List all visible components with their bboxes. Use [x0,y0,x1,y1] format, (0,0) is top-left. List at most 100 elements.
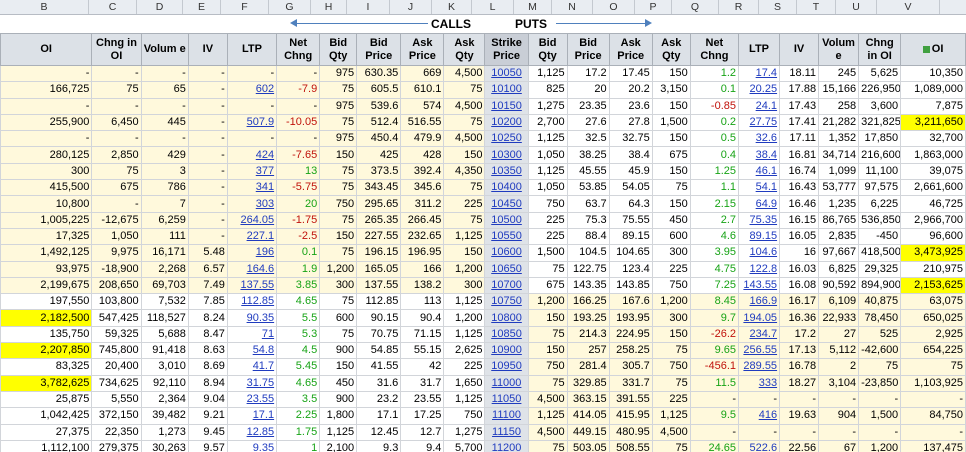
call-cell[interactable]: 70.75 [356,325,402,344]
call-cell[interactable]: - [276,64,321,83]
call-cell[interactable]: 7.85 [187,293,228,311]
call-cell[interactable]: -7.9 [276,81,321,99]
put-cell[interactable]: 480.95 [608,423,653,441]
put-cell[interactable]: 600 [651,227,691,246]
header-cell[interactable]: Chng in OI [858,33,902,66]
put-cell[interactable]: 21,282 [818,113,860,132]
call-cell[interactable]: 5.3 [276,325,321,344]
call-cell[interactable]: 75 [319,113,358,132]
put-cell[interactable]: 96,600 [900,227,966,246]
put-cell[interactable]: 17.43 [779,97,820,115]
call-cell[interactable]: 750 [443,407,486,425]
call-cell[interactable]: 1 [276,439,321,452]
put-cell[interactable]: 78,450 [858,309,902,327]
call-cell[interactable]: 900 [319,390,358,409]
put-cell[interactable]: 27 [818,325,860,344]
put-cell[interactable]: 1,500 [527,244,568,262]
put-cell[interactable]: 27.8 [608,113,653,132]
call-cell[interactable]: 3.5 [276,390,321,409]
header-cell[interactable]: IV [779,33,820,66]
put-cell[interactable]: 20.2 [608,81,653,99]
call-cell[interactable]: 4.5 [276,342,321,360]
call-cell[interactable]: 23.2 [356,390,402,409]
put-cell[interactable]: -0.85 [689,97,740,115]
put-cell[interactable]: 1,500 [651,113,691,132]
header-cell[interactable]: Net Chng [276,33,321,66]
put-cell[interactable]: 150 [527,342,568,360]
put-cell[interactable]: 415.95 [608,407,653,425]
put-cell[interactable]: 4.75 [689,260,740,278]
put-cell[interactable]: 75 [651,342,691,360]
put-cell[interactable]: 16.05 [779,227,820,246]
put-cell[interactable]: 38.4 [608,146,653,164]
put-cell[interactable]: - [689,390,740,409]
call-cell[interactable]: 150 [319,146,358,164]
put-cell[interactable]: - [858,423,902,441]
call-cell[interactable]: 75 [91,162,142,181]
call-cell[interactable]: 5.48 [187,244,228,262]
put-cell[interactable]: 45.9 [608,162,653,181]
call-cell[interactable]: 8.24 [187,309,228,327]
call-cell[interactable]: 300 [443,276,486,295]
call-cell[interactable]: 7,532 [140,293,189,311]
put-cell[interactable]: - [689,423,740,441]
call-cell[interactable]: 415,500 [0,179,93,197]
column-letter[interactable]: P [635,0,672,14]
call-cell[interactable]: 2.25 [276,407,321,425]
call-cell[interactable]: 2,850 [91,146,142,164]
call-ltp-link[interactable]: 23.55 [226,390,278,409]
header-cell[interactable]: OI [900,33,966,66]
put-cell[interactable]: 1,200 [858,439,902,452]
put-cell[interactable]: 63,075 [900,293,966,311]
put-ltp-link[interactable]: 143.55 [737,276,781,295]
call-cell[interactable]: -10.05 [276,113,321,132]
call-cell[interactable]: 975 [319,130,358,148]
call-cell[interactable]: - [140,64,189,83]
put-cell[interactable]: 2,966,700 [900,211,966,229]
put-cell[interactable]: 418,500 [858,244,902,262]
call-cell[interactable]: - [140,130,189,148]
put-cell[interactable]: 75 [527,325,568,344]
put-cell[interactable]: 300 [651,244,691,262]
call-cell[interactable]: 92,110 [140,374,189,392]
put-cell[interactable]: 1,352 [818,130,860,148]
put-cell[interactable]: 226,950 [858,81,902,99]
put-cell[interactable]: 2,153,625 [900,276,966,295]
put-cell[interactable]: 67 [818,439,860,452]
put-ltp-link[interactable]: 522.6 [737,439,781,452]
call-cell[interactable]: 2,625 [443,342,486,360]
call-cell[interactable]: 373.5 [356,162,402,181]
call-cell[interactable]: 7 [140,195,189,213]
call-cell[interactable]: - [91,130,142,148]
put-cell[interactable]: 7,875 [900,97,966,115]
column-letter[interactable]: G [269,0,311,14]
put-ltp-link[interactable]: 289.55 [737,358,781,376]
call-cell[interactable]: 25,875 [0,390,93,409]
call-cell[interactable]: 1,200 [319,260,358,278]
call-ltp-link[interactable]: 424 [226,146,278,164]
put-cell[interactable]: 17.41 [779,113,820,132]
put-cell[interactable]: 75 [858,358,902,376]
put-cell[interactable]: -23,850 [858,374,902,392]
put-cell[interactable]: 1,125 [527,162,568,181]
put-cell[interactable]: 53,777 [818,179,860,197]
call-cell[interactable]: - [187,162,228,181]
put-cell[interactable]: 3,150 [651,81,691,99]
call-cell[interactable]: 9.4 [400,439,445,452]
call-cell[interactable]: - [187,64,228,83]
header-cell[interactable]: Chng in OI [91,33,142,66]
call-cell[interactable]: 13 [276,162,321,181]
put-cell[interactable]: 654,225 [900,342,966,360]
call-ltp-link[interactable]: 9.35 [226,439,278,452]
call-cell[interactable]: 75 [319,244,358,262]
call-cell[interactable]: 900 [319,342,358,360]
call-cell[interactable]: 227.55 [356,227,402,246]
call-cell[interactable]: 4.65 [276,374,321,392]
call-cell[interactable]: 450.4 [356,130,402,148]
put-cell[interactable]: 75.55 [608,211,653,229]
column-letter[interactable]: K [432,0,472,14]
put-cell[interactable]: 75 [527,260,568,278]
call-cell[interactable]: 786 [140,179,189,197]
put-cell[interactable]: 75 [527,439,568,452]
strike-price-link[interactable]: 10150 [484,97,529,115]
